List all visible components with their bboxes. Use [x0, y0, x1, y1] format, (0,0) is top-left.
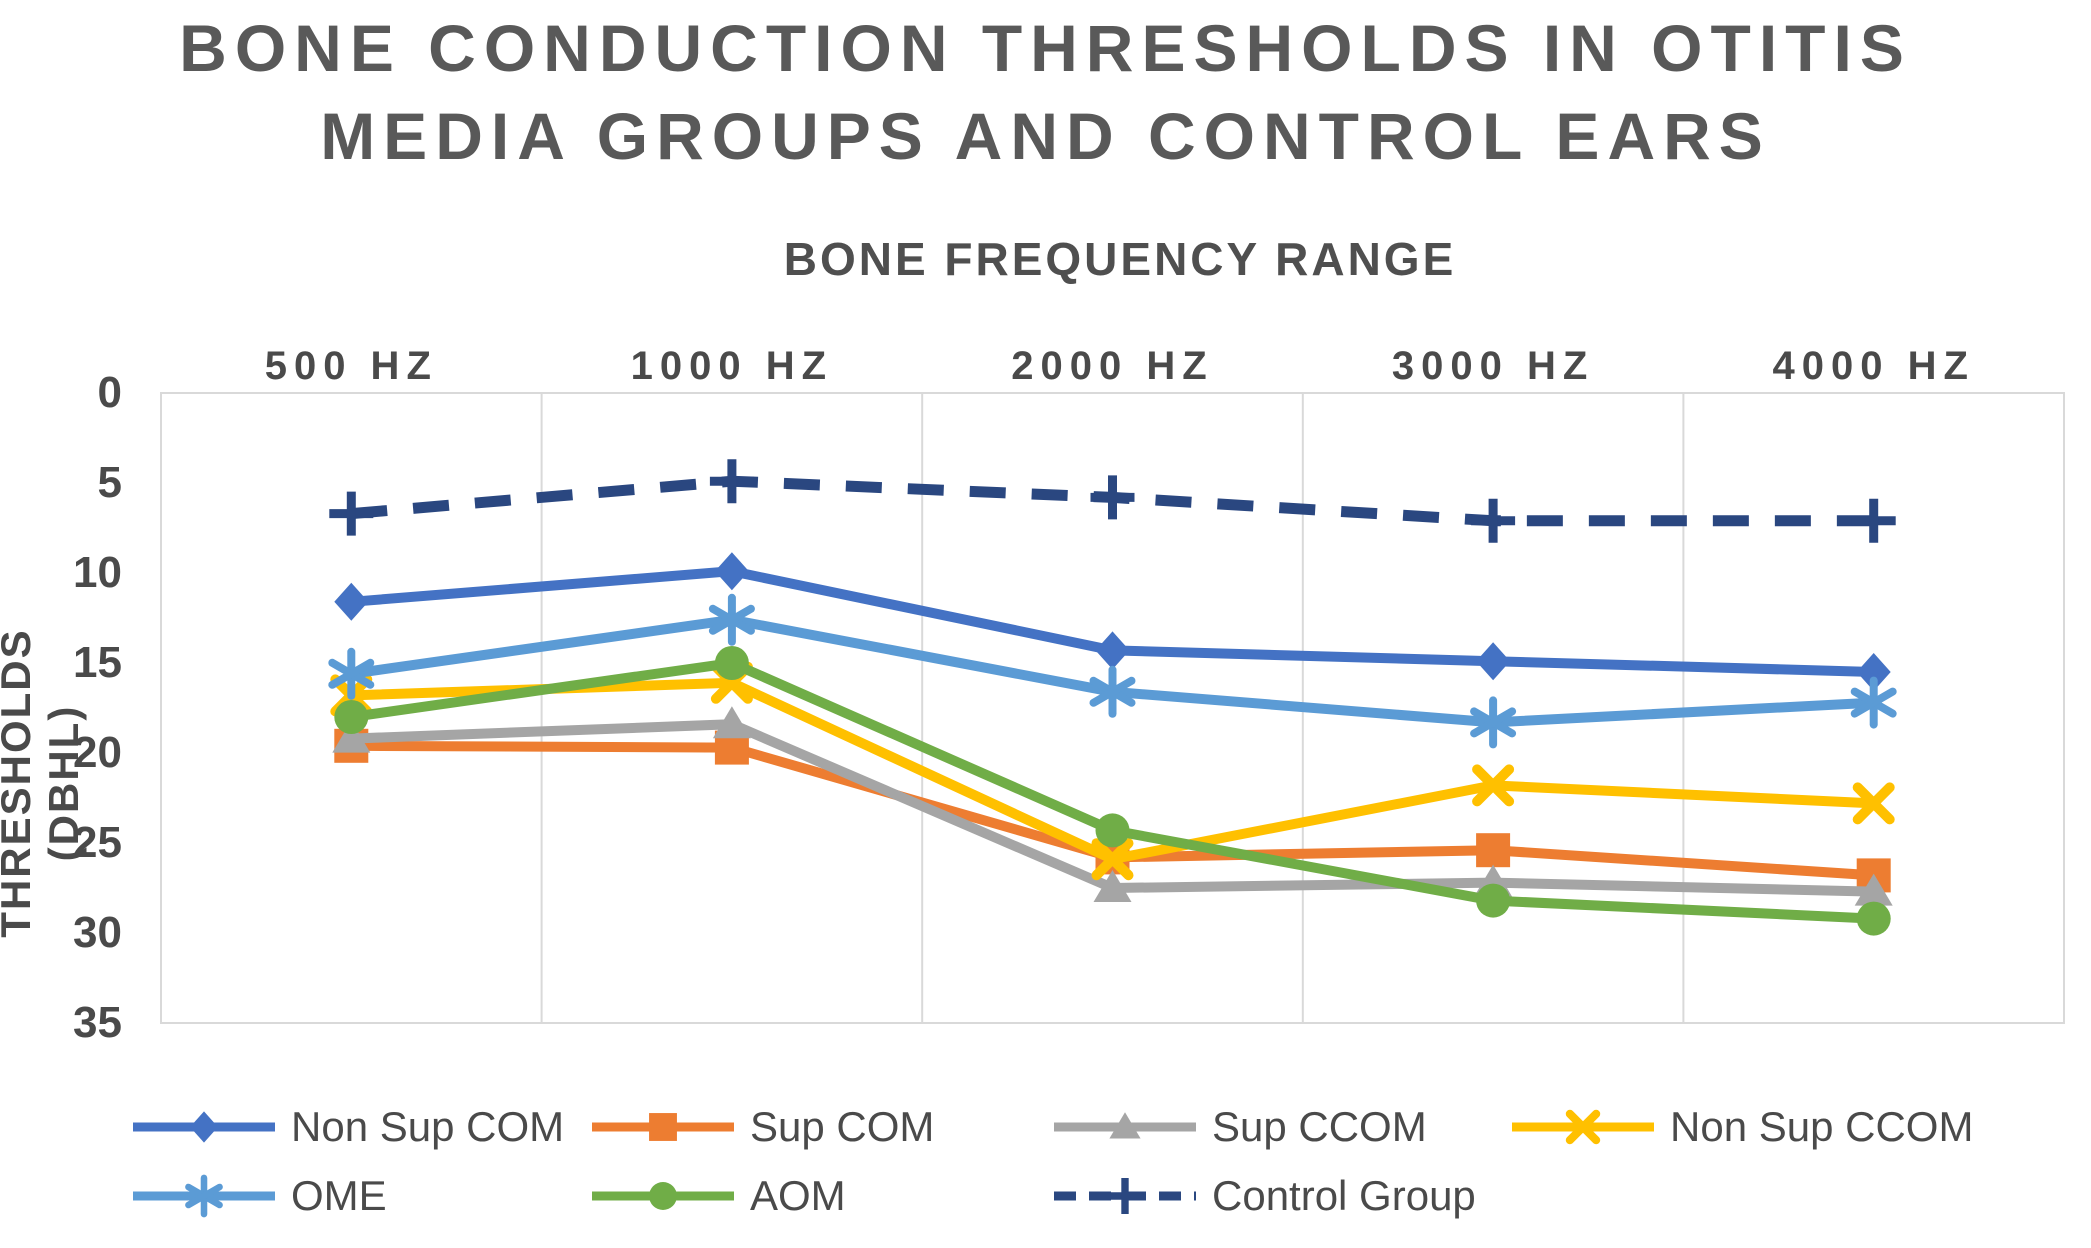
circle-marker	[334, 700, 369, 734]
legend-item-sup-ccom: Sup CCOM	[1050, 1099, 1427, 1155]
asterisk-marker	[328, 658, 375, 689]
circle-marker	[1095, 813, 1130, 848]
triangle-marker	[1109, 1112, 1141, 1139]
square-marker	[1476, 833, 1511, 868]
category-label-500-hz: 500 HZ	[264, 344, 438, 388]
diamond-marker	[334, 582, 369, 621]
legend-label-ome: OME	[291, 1172, 387, 1219]
legend-label-aom: AOM	[750, 1172, 846, 1219]
y-tick-label-25: 25	[73, 818, 122, 867]
triangle-marker	[712, 706, 751, 739]
legend-label-sup-com: Sup COM	[750, 1103, 935, 1150]
legend-label-control-group: Control Group	[1212, 1172, 1476, 1219]
plot-border	[160, 392, 2065, 1024]
y-tick-label-0: 0	[97, 368, 122, 417]
diamond-marker	[1476, 642, 1511, 681]
circle-marker	[1476, 883, 1511, 918]
y-tick-label-35: 35	[73, 998, 122, 1047]
chart-title-line-2: MEDIA GROUPS AND CONTROL EARS	[320, 99, 1771, 173]
legend-swatch-non-sup-com	[133, 1111, 275, 1143]
asterisk-marker	[1470, 707, 1517, 738]
legend-swatch-non-sup-ccom	[1512, 1109, 1654, 1145]
x-axis-title: BONE FREQUENCY RANGE	[783, 233, 1457, 285]
x-marker	[1852, 782, 1895, 825]
legend-swatch-aom	[592, 1182, 734, 1210]
chart-title-line-1: BONE CONDUCTION THRESHOLDS IN OTITIS	[179, 11, 1912, 85]
legend-item-ome: OME	[129, 1168, 387, 1224]
triangle-marker	[332, 720, 371, 753]
square-marker	[649, 1113, 677, 1141]
y-tick-label-5: 5	[97, 458, 122, 507]
legend-item-non-sup-com: Non Sup COM	[129, 1099, 564, 1155]
triangle-marker	[1093, 870, 1132, 902]
y-tick-label-20: 20	[73, 728, 122, 777]
y-tick-label-30: 30	[73, 908, 122, 957]
x-marker	[1091, 838, 1134, 881]
triangle-marker	[1854, 873, 1893, 906]
category-label-4000-hz: 4000 HZ	[1772, 344, 1975, 388]
legend-swatch-control-group	[1054, 1177, 1196, 1215]
legend-item-sup-com: Sup COM	[588, 1099, 934, 1155]
asterisk-marker	[1850, 687, 1897, 718]
circle-marker	[1856, 901, 1891, 936]
diamond-marker	[714, 552, 749, 591]
series-sup-ccom	[332, 706, 1893, 906]
legend-swatch-sup-com	[592, 1113, 734, 1141]
x-marker	[1565, 1109, 1601, 1145]
series-ome	[328, 593, 1897, 749]
series-aom	[334, 646, 1891, 936]
series-sup-com	[334, 728, 1891, 893]
legend-swatch-sup-ccom	[1054, 1112, 1196, 1139]
asterisk-marker	[708, 604, 755, 635]
legend-item-non-sup-ccom: Non Sup CCOM	[1508, 1099, 1973, 1155]
diamond-marker	[1095, 631, 1130, 670]
diamond-marker	[1856, 653, 1891, 691]
y-tick-label-15: 15	[73, 638, 122, 687]
circle-marker	[714, 646, 749, 680]
category-label-1000-hz: 1000 HZ	[630, 344, 834, 388]
legend-label-sup-ccom: Sup CCOM	[1212, 1103, 1427, 1150]
asterisk-marker	[1089, 676, 1136, 707]
series-non-sup-com	[334, 552, 1891, 691]
legend-item-control-group: Control Group	[1050, 1168, 1476, 1224]
category-label-2000-hz: 2000 HZ	[1011, 344, 1214, 388]
series-control-group	[329, 459, 1896, 543]
legend-label-non-sup-com: Non Sup COM	[291, 1103, 565, 1150]
legend-label-non-sup-ccom: Non Sup CCOM	[1670, 1103, 1974, 1150]
y-tick-label-10: 10	[73, 548, 122, 597]
legend-swatch-ome	[133, 1174, 275, 1218]
chart-title: BONE CONDUCTION THRESHOLDS IN OTITIS MED…	[0, 4, 2091, 180]
asterisk-marker	[185, 1183, 223, 1209]
circle-marker	[649, 1182, 677, 1210]
x-marker	[1472, 764, 1515, 807]
legend-item-aom: AOM	[588, 1168, 846, 1224]
category-label-3000-hz: 3000 HZ	[1391, 344, 1595, 388]
diamond-marker	[190, 1111, 218, 1143]
